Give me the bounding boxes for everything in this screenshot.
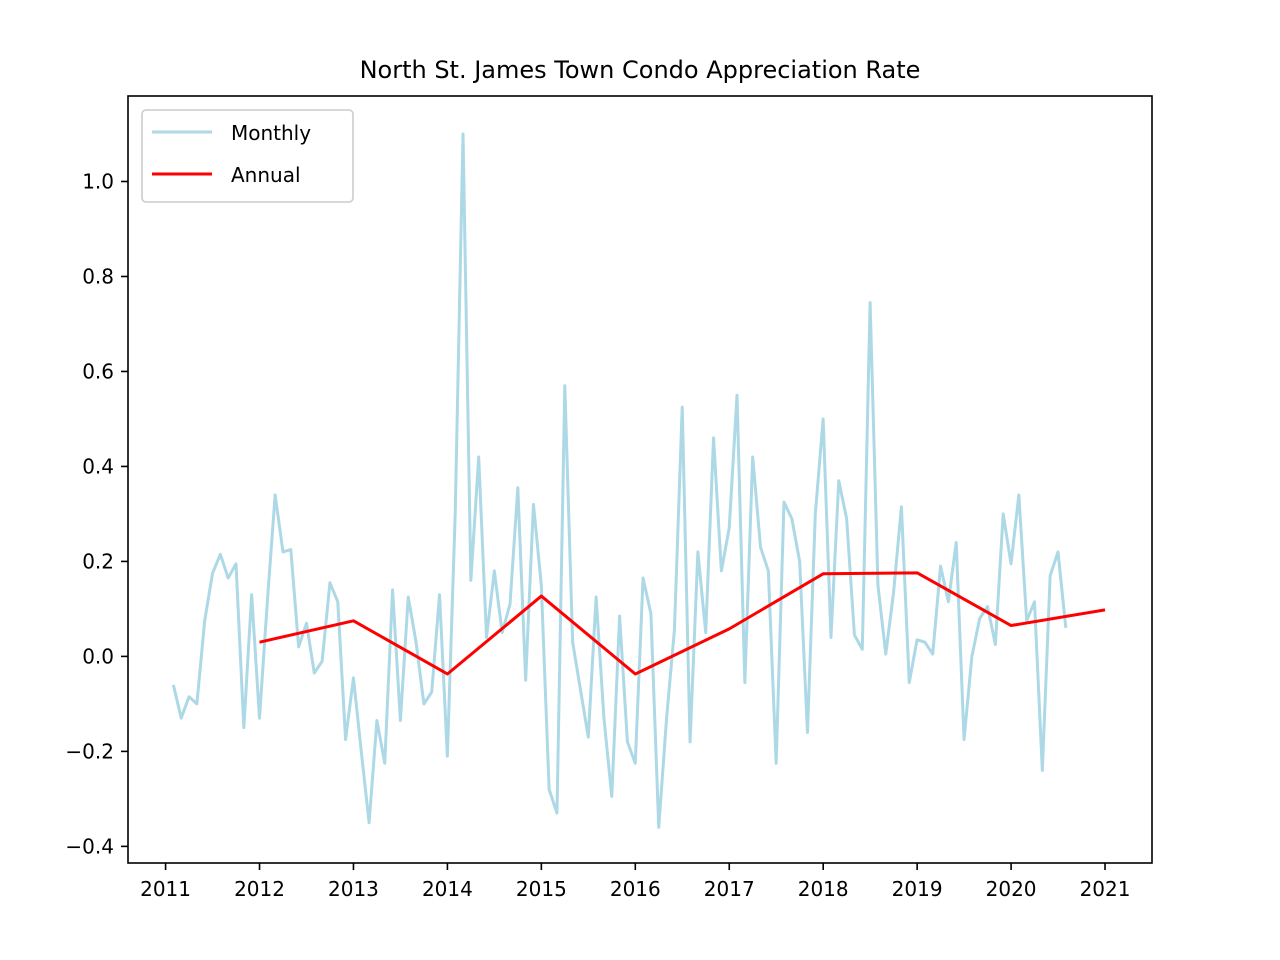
y-tick-label: −0.2 <box>65 739 114 763</box>
x-tick-label: 2015 <box>516 877 567 901</box>
series-line-annual <box>259 571 1106 676</box>
x-axis: 2011 2012 2013 2014 2015 2016 2017 2018 2019 2020… <box>140 863 1130 901</box>
x-tick-label: 2018 <box>798 877 849 901</box>
chart-title: North St. James Town Condo Appreciation … <box>360 56 921 84</box>
x-tick-label: 2020 <box>986 877 1037 901</box>
y-tick-label: 0.0 <box>82 644 114 668</box>
x-tick-label: 2014 <box>422 877 473 901</box>
y-tick-label: 0.4 <box>82 454 114 478</box>
x-tick-label: 2017 <box>704 877 755 901</box>
y-tick-label: 0.8 <box>82 264 114 288</box>
legend: Monthly Annual <box>141 109 354 203</box>
x-tick-label: 2021 <box>1080 877 1131 901</box>
legend-label-monthly: Monthly <box>231 121 311 145</box>
y-axis: −0.4 −0.2 0.0 0.2 0.4 0.6 0.8 1.0 <box>65 169 128 858</box>
series-line-monthly <box>171 132 1068 829</box>
x-tick-label: 2011 <box>140 877 191 901</box>
y-tick-label: 1.0 <box>82 169 114 193</box>
x-tick-label: 2016 <box>610 877 661 901</box>
x-tick-label: 2013 <box>328 877 379 901</box>
plot-background <box>128 96 1152 863</box>
series-layer <box>171 132 1106 829</box>
y-tick-label: −0.4 <box>65 834 114 858</box>
plot-area <box>127 95 1153 864</box>
x-tick-label: 2019 <box>892 877 943 901</box>
legend-label-annual: Annual <box>231 163 301 187</box>
x-tick-label: 2012 <box>234 877 285 901</box>
y-tick-label: 0.2 <box>82 549 114 573</box>
y-tick-label: 0.6 <box>82 359 114 383</box>
plot-frame <box>127 95 1153 864</box>
